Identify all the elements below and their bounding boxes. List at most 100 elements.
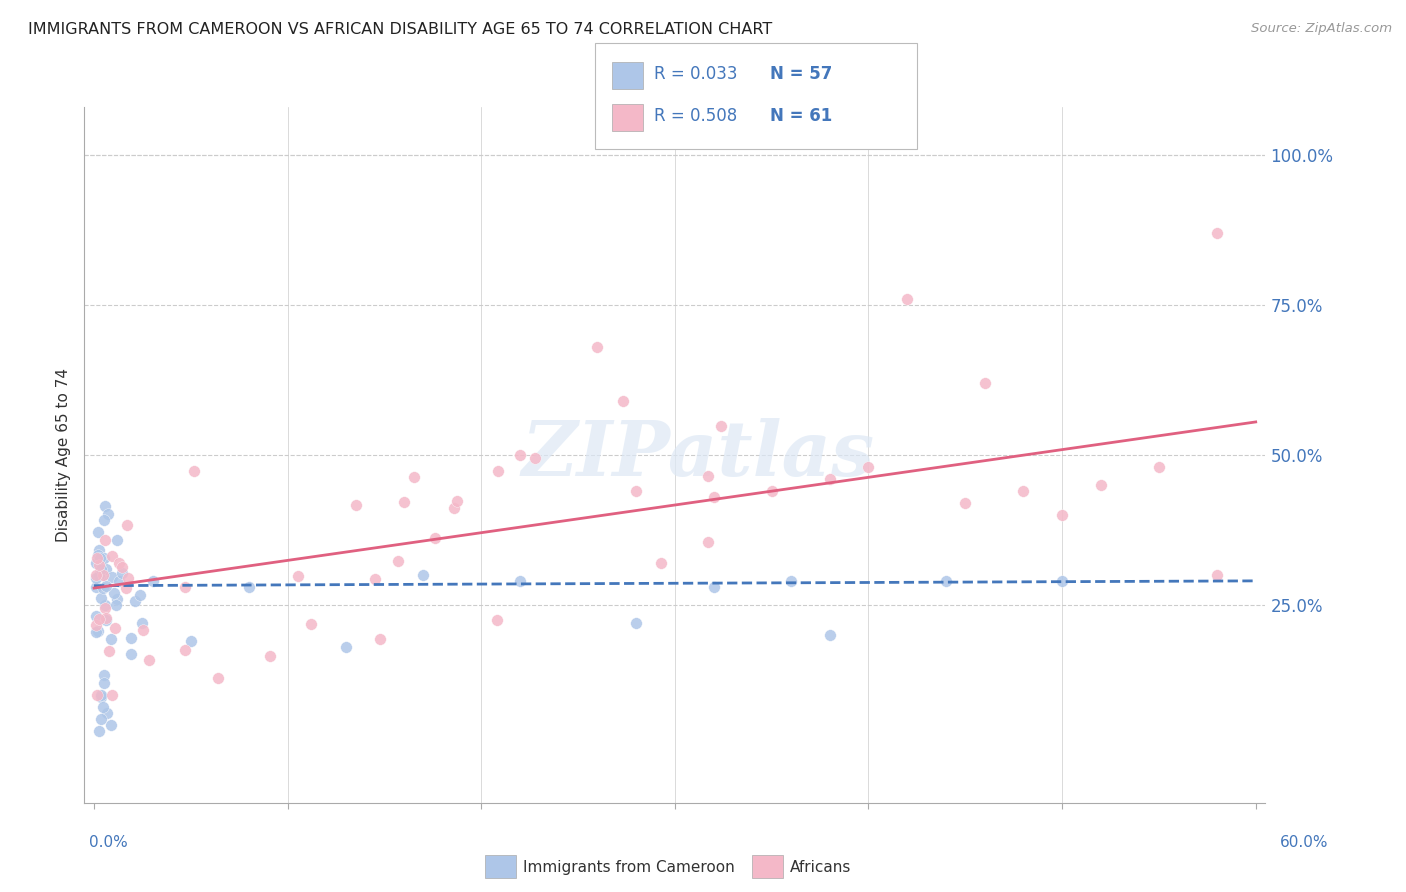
Point [404, 469, 426, 483]
Point [84, 568, 107, 582]
Point [180, 633, 202, 648]
Point [90, 562, 112, 576]
Point [93, 512, 115, 526]
Point [105, 533, 128, 548]
Point [142, 574, 165, 588]
Point [818, 628, 841, 642]
Point [117, 571, 139, 585]
Point [94, 533, 117, 547]
Point [108, 574, 131, 588]
Point [1206, 567, 1229, 582]
Point [955, 496, 977, 510]
Point [120, 632, 142, 646]
Point [96, 706, 118, 720]
Point [394, 495, 416, 509]
Point [183, 464, 205, 478]
Point [624, 483, 647, 498]
Point [115, 581, 138, 595]
Point [84, 617, 107, 632]
Point [612, 393, 634, 408]
Text: 0.0%: 0.0% [89, 836, 128, 850]
Point [524, 451, 547, 466]
Point [103, 586, 125, 600]
Text: ZIPatlas: ZIPatlas [522, 418, 875, 491]
Point [94, 500, 117, 514]
Point [90, 591, 112, 606]
Point [443, 500, 465, 515]
Point [100, 632, 122, 647]
Text: Source: ZipAtlas.com: Source: ZipAtlas.com [1251, 22, 1392, 36]
Point [90, 712, 112, 726]
Point [86, 550, 108, 565]
Point [423, 532, 446, 546]
Point [896, 292, 918, 306]
Point [93, 676, 115, 690]
Point [935, 574, 957, 588]
Point [87, 723, 110, 738]
Point [124, 593, 146, 607]
Point [1206, 226, 1229, 240]
Point [94, 613, 117, 627]
Point [1050, 508, 1073, 522]
Point [138, 653, 160, 667]
Point [624, 615, 647, 630]
Point [120, 647, 142, 661]
Point [259, 649, 281, 664]
Text: R = 0.508: R = 0.508 [654, 107, 737, 125]
Point [858, 459, 880, 474]
Point [818, 472, 841, 486]
Point [586, 340, 609, 354]
Point [129, 588, 152, 602]
Point [387, 554, 409, 568]
Point [100, 718, 122, 732]
Text: N = 57: N = 57 [770, 65, 832, 83]
Point [1090, 478, 1112, 492]
Point [91, 567, 114, 582]
Point [90, 690, 112, 704]
Point [174, 642, 197, 657]
Point [238, 580, 260, 594]
Point [87, 624, 110, 639]
Point [93, 550, 115, 565]
Point [89, 551, 111, 566]
Point [104, 621, 127, 635]
Y-axis label: Disability Age 65 to 74: Disability Age 65 to 74 [56, 368, 72, 542]
Point [93, 699, 115, 714]
Point [299, 617, 322, 632]
Point [132, 624, 155, 638]
Point [87, 525, 110, 540]
Point [91, 567, 114, 582]
Point [697, 535, 720, 549]
Point [697, 468, 720, 483]
Point [104, 599, 127, 613]
Point [108, 556, 131, 570]
Point [87, 612, 110, 626]
Point [94, 562, 117, 576]
Text: N = 61: N = 61 [770, 107, 832, 125]
Point [973, 376, 995, 390]
Point [486, 465, 509, 479]
Point [96, 579, 118, 593]
Point [650, 556, 672, 570]
Point [703, 490, 725, 504]
Point [107, 591, 129, 606]
Point [780, 574, 803, 588]
Point [335, 640, 357, 654]
Point [93, 581, 115, 595]
Point [98, 643, 121, 657]
Point [207, 671, 229, 685]
Point [287, 569, 309, 583]
Point [1147, 459, 1170, 474]
Point [344, 498, 367, 512]
Point [100, 570, 122, 584]
Point [84, 625, 107, 640]
Point [84, 556, 107, 570]
Point [509, 574, 531, 588]
Point [87, 558, 110, 572]
Text: Immigrants from Cameroon: Immigrants from Cameroon [523, 860, 735, 874]
Point [94, 598, 117, 612]
Text: 60.0%: 60.0% [1281, 836, 1329, 850]
Point [84, 609, 107, 624]
Point [86, 688, 108, 702]
Point [1050, 574, 1073, 588]
